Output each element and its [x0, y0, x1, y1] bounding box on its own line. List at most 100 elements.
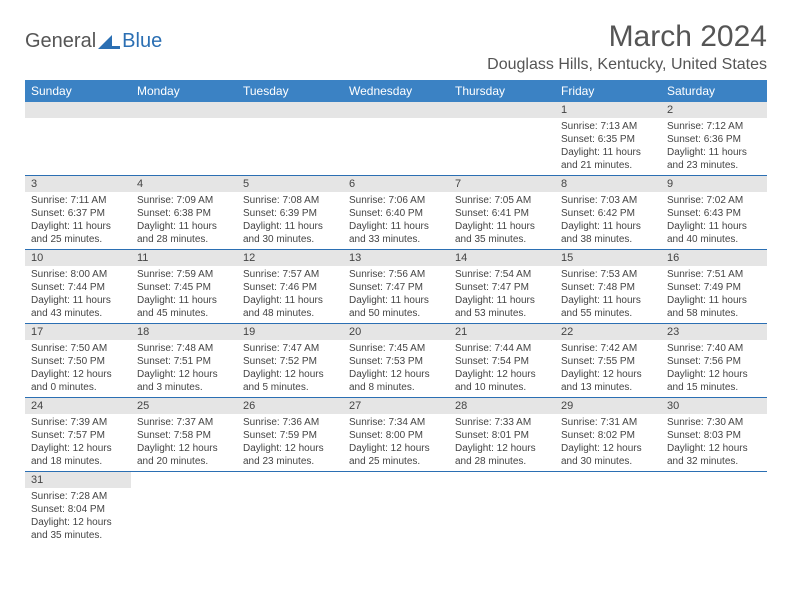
calendar-day-cell	[131, 472, 237, 546]
calendar-day-cell: 29Sunrise: 7:31 AMSunset: 8:02 PMDayligh…	[555, 398, 661, 472]
calendar-day-cell: 4Sunrise: 7:09 AMSunset: 6:38 PMDaylight…	[131, 176, 237, 250]
day-number: 11	[131, 250, 237, 266]
day-detail-line: Sunset: 7:57 PM	[31, 429, 125, 442]
calendar-day-cell: 19Sunrise: 7:47 AMSunset: 7:52 PMDayligh…	[237, 324, 343, 398]
calendar-week-row: 17Sunrise: 7:50 AMSunset: 7:50 PMDayligh…	[25, 324, 767, 398]
calendar-day-cell: 6Sunrise: 7:06 AMSunset: 6:40 PMDaylight…	[343, 176, 449, 250]
header: General Blue March 2024 Douglass Hills, …	[25, 20, 767, 74]
day-detail-line: Daylight: 12 hours	[667, 368, 761, 381]
day-detail-line: and 43 minutes.	[31, 307, 125, 320]
day-number: 12	[237, 250, 343, 266]
day-detail-line: Sunrise: 7:33 AM	[455, 416, 549, 429]
day-detail-line: and 30 minutes.	[243, 233, 337, 246]
day-detail-line: Daylight: 12 hours	[137, 442, 231, 455]
day-detail-line: Sunset: 7:52 PM	[243, 355, 337, 368]
day-number: 18	[131, 324, 237, 340]
day-details: Sunrise: 7:54 AMSunset: 7:47 PMDaylight:…	[449, 266, 555, 323]
day-detail-line: and 13 minutes.	[561, 381, 655, 394]
calendar-day-cell: 1Sunrise: 7:13 AMSunset: 6:35 PMDaylight…	[555, 102, 661, 176]
empty-day-header	[449, 102, 555, 118]
day-detail-line: Sunset: 6:40 PM	[349, 207, 443, 220]
day-detail-line: Sunrise: 7:30 AM	[667, 416, 761, 429]
day-detail-line: Daylight: 12 hours	[349, 368, 443, 381]
day-detail-line: and 8 minutes.	[349, 381, 443, 394]
calendar-day-cell: 3Sunrise: 7:11 AMSunset: 6:37 PMDaylight…	[25, 176, 131, 250]
day-detail-line: Sunset: 7:56 PM	[667, 355, 761, 368]
day-detail-line: and 33 minutes.	[349, 233, 443, 246]
day-detail-line: and 28 minutes.	[455, 455, 549, 468]
day-number: 20	[343, 324, 449, 340]
day-details: Sunrise: 7:11 AMSunset: 6:37 PMDaylight:…	[25, 192, 131, 249]
day-detail-line: Sunset: 6:36 PM	[667, 133, 761, 146]
month-title: March 2024	[487, 20, 767, 54]
calendar-day-cell: 15Sunrise: 7:53 AMSunset: 7:48 PMDayligh…	[555, 250, 661, 324]
day-detail-line: Daylight: 12 hours	[31, 442, 125, 455]
day-detail-line: Sunrise: 7:45 AM	[349, 342, 443, 355]
day-details: Sunrise: 7:56 AMSunset: 7:47 PMDaylight:…	[343, 266, 449, 323]
day-detail-line: Sunrise: 7:44 AM	[455, 342, 549, 355]
day-details: Sunrise: 7:08 AMSunset: 6:39 PMDaylight:…	[237, 192, 343, 249]
day-detail-line: Sunset: 6:42 PM	[561, 207, 655, 220]
calendar-day-cell: 9Sunrise: 7:02 AMSunset: 6:43 PMDaylight…	[661, 176, 767, 250]
weekday-header: Tuesday	[237, 80, 343, 102]
day-detail-line: and 30 minutes.	[561, 455, 655, 468]
day-details: Sunrise: 7:50 AMSunset: 7:50 PMDaylight:…	[25, 340, 131, 397]
day-detail-line: and 55 minutes.	[561, 307, 655, 320]
calendar-day-cell: 23Sunrise: 7:40 AMSunset: 7:56 PMDayligh…	[661, 324, 767, 398]
calendar-day-cell: 14Sunrise: 7:54 AMSunset: 7:47 PMDayligh…	[449, 250, 555, 324]
calendar-day-cell: 13Sunrise: 7:56 AMSunset: 7:47 PMDayligh…	[343, 250, 449, 324]
day-details: Sunrise: 7:13 AMSunset: 6:35 PMDaylight:…	[555, 118, 661, 175]
day-detail-line: Sunset: 6:43 PM	[667, 207, 761, 220]
calendar-day-cell: 26Sunrise: 7:36 AMSunset: 7:59 PMDayligh…	[237, 398, 343, 472]
empty-day-header	[237, 102, 343, 118]
day-details: Sunrise: 7:59 AMSunset: 7:45 PMDaylight:…	[131, 266, 237, 323]
day-number: 26	[237, 398, 343, 414]
day-detail-line: Sunrise: 7:09 AM	[137, 194, 231, 207]
day-detail-line: Daylight: 11 hours	[137, 220, 231, 233]
day-detail-line: Daylight: 12 hours	[455, 368, 549, 381]
calendar-day-cell: 12Sunrise: 7:57 AMSunset: 7:46 PMDayligh…	[237, 250, 343, 324]
weekday-header: Wednesday	[343, 80, 449, 102]
calendar-day-cell: 18Sunrise: 7:48 AMSunset: 7:51 PMDayligh…	[131, 324, 237, 398]
day-detail-line: Sunset: 7:47 PM	[349, 281, 443, 294]
day-detail-line: Daylight: 11 hours	[561, 146, 655, 159]
day-detail-line: Daylight: 12 hours	[243, 442, 337, 455]
day-detail-line: Sunset: 7:54 PM	[455, 355, 549, 368]
calendar-day-cell: 10Sunrise: 8:00 AMSunset: 7:44 PMDayligh…	[25, 250, 131, 324]
day-detail-line: and 23 minutes.	[243, 455, 337, 468]
calendar-day-cell	[661, 472, 767, 546]
calendar-day-cell	[343, 472, 449, 546]
calendar-week-row: 1Sunrise: 7:13 AMSunset: 6:35 PMDaylight…	[25, 102, 767, 176]
calendar-day-cell: 22Sunrise: 7:42 AMSunset: 7:55 PMDayligh…	[555, 324, 661, 398]
day-detail-line: Sunset: 7:49 PM	[667, 281, 761, 294]
empty-day-header	[131, 102, 237, 118]
day-detail-line: and 5 minutes.	[243, 381, 337, 394]
day-detail-line: and 18 minutes.	[31, 455, 125, 468]
day-detail-line: Sunset: 7:44 PM	[31, 281, 125, 294]
day-details: Sunrise: 7:06 AMSunset: 6:40 PMDaylight:…	[343, 192, 449, 249]
day-detail-line: Daylight: 11 hours	[667, 220, 761, 233]
day-detail-line: Sunrise: 7:56 AM	[349, 268, 443, 281]
day-detail-line: Sunrise: 7:06 AM	[349, 194, 443, 207]
calendar-day-cell: 27Sunrise: 7:34 AMSunset: 8:00 PMDayligh…	[343, 398, 449, 472]
day-detail-line: Sunset: 7:51 PM	[137, 355, 231, 368]
day-number: 23	[661, 324, 767, 340]
calendar-week-row: 31Sunrise: 7:28 AMSunset: 8:04 PMDayligh…	[25, 472, 767, 546]
day-detail-line: Daylight: 11 hours	[561, 220, 655, 233]
empty-day-header	[343, 102, 449, 118]
day-detail-line: Sunrise: 7:37 AM	[137, 416, 231, 429]
day-detail-line: Sunrise: 7:28 AM	[31, 490, 125, 503]
day-detail-line: Sunset: 8:04 PM	[31, 503, 125, 516]
day-details: Sunrise: 7:45 AMSunset: 7:53 PMDaylight:…	[343, 340, 449, 397]
day-detail-line: Daylight: 11 hours	[349, 220, 443, 233]
day-details: Sunrise: 7:34 AMSunset: 8:00 PMDaylight:…	[343, 414, 449, 471]
day-details: Sunrise: 7:31 AMSunset: 8:02 PMDaylight:…	[555, 414, 661, 471]
day-details: Sunrise: 7:48 AMSunset: 7:51 PMDaylight:…	[131, 340, 237, 397]
day-detail-line: Sunset: 7:53 PM	[349, 355, 443, 368]
calendar-day-cell: 31Sunrise: 7:28 AMSunset: 8:04 PMDayligh…	[25, 472, 131, 546]
day-details: Sunrise: 7:44 AMSunset: 7:54 PMDaylight:…	[449, 340, 555, 397]
day-number: 22	[555, 324, 661, 340]
day-details: Sunrise: 7:28 AMSunset: 8:04 PMDaylight:…	[25, 488, 131, 545]
weekday-header: Saturday	[661, 80, 767, 102]
weekday-header: Sunday	[25, 80, 131, 102]
